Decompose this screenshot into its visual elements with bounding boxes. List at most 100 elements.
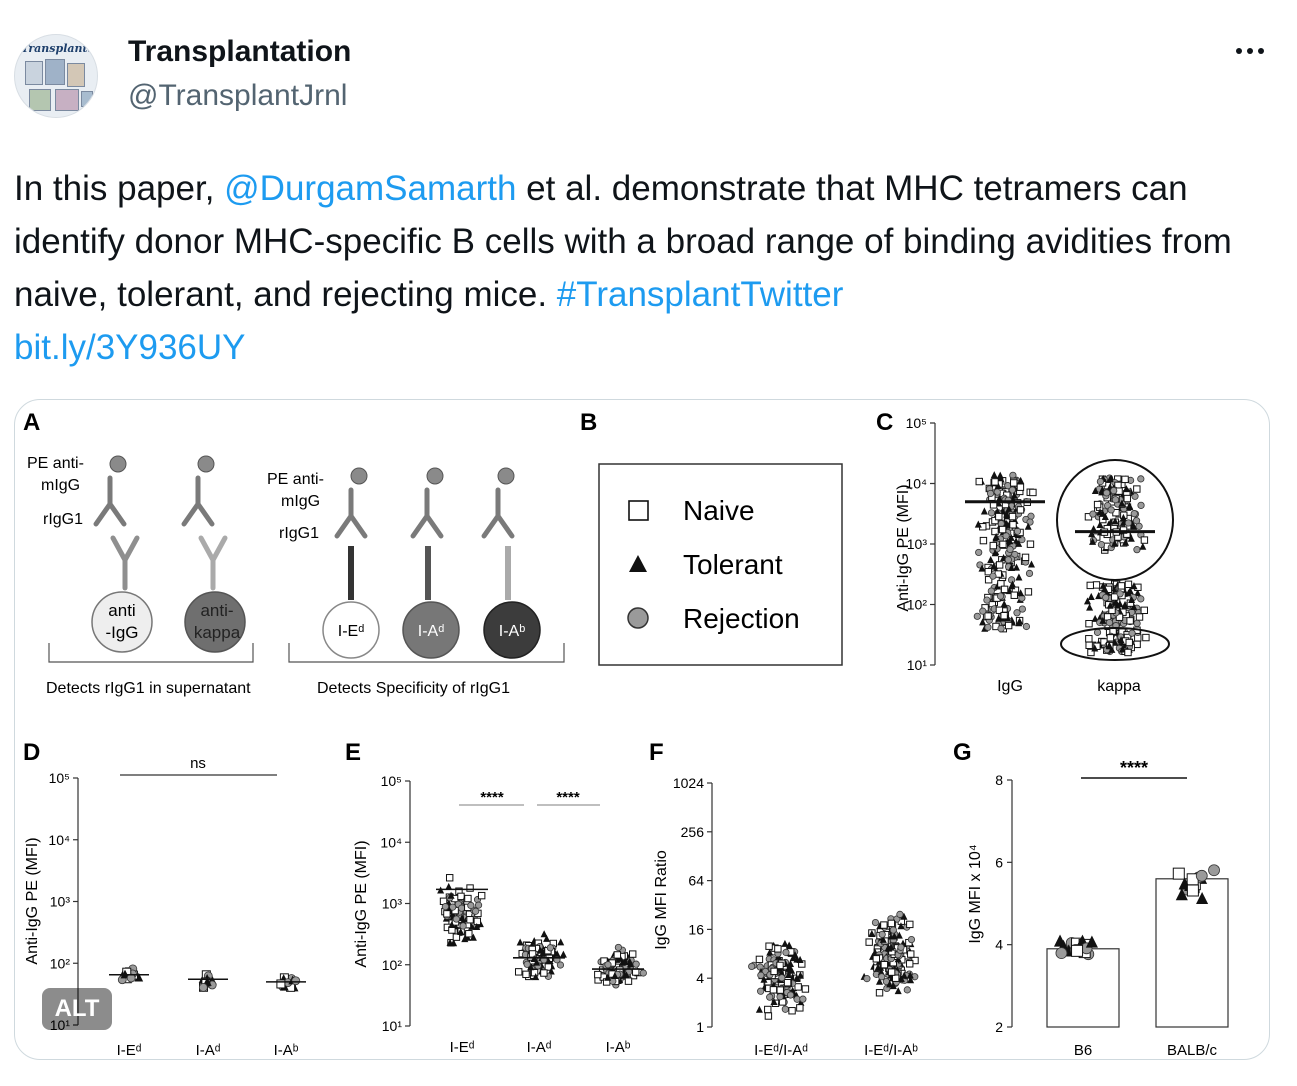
antibody-arm <box>495 513 515 539</box>
antibody-arm <box>107 501 127 527</box>
panel-e-ylabel: Anti-IgG PE (MFI) <box>353 840 370 967</box>
tolerant-point <box>1130 582 1138 590</box>
avatar[interactable]: Transplantation <box>14 34 98 118</box>
naive-point <box>1000 585 1009 594</box>
rejection-point <box>878 973 886 981</box>
tolerant-point <box>527 963 535 971</box>
rejection-point <box>973 612 981 620</box>
naive-point <box>466 916 474 924</box>
tolerant-point <box>1118 645 1126 653</box>
rejection-point <box>1137 501 1145 509</box>
naive-point <box>540 969 548 977</box>
tolerant-point <box>540 930 548 938</box>
rejection-point <box>472 907 480 915</box>
panel-d-xtick: I-Aᵇ <box>274 1042 299 1059</box>
naive-point <box>1008 512 1017 521</box>
naive-point <box>1029 488 1037 497</box>
tolerant-point <box>797 998 805 1006</box>
caption-right: Detects Specificity of rIgG1 <box>317 680 510 697</box>
tolerant-point <box>1116 600 1124 608</box>
tolerant-point <box>974 520 982 528</box>
bead-label: -IgG <box>105 623 138 642</box>
tolerant-point <box>894 987 902 995</box>
rejection-point <box>546 944 554 952</box>
rejection-point <box>878 930 886 939</box>
panel-b-label: B <box>580 409 597 436</box>
antibody-arm <box>481 513 501 539</box>
rejection-point <box>1128 629 1136 637</box>
naive-marker <box>628 500 649 521</box>
naive-point <box>865 938 873 946</box>
naive-point <box>443 910 451 918</box>
tolerant-point <box>786 965 794 973</box>
tolerant-point <box>450 939 458 947</box>
panel-g-sig: **** <box>1120 758 1148 778</box>
rejection-point <box>975 548 983 557</box>
naive-point <box>907 950 915 958</box>
hashtag-link[interactable]: #TransplantTwitter <box>556 275 844 314</box>
panel-f-xtick: I-Eᵈ/I-Aᵈ <box>754 1042 808 1059</box>
tolerant-point <box>1017 589 1025 597</box>
naive-point <box>995 606 1004 614</box>
naive-point <box>1125 638 1133 647</box>
tolerant-point <box>1108 645 1116 653</box>
naive-point <box>477 891 486 900</box>
naive-point <box>998 525 1007 534</box>
rejection-point <box>198 983 208 992</box>
tolerant-point <box>1000 600 1008 608</box>
rejection-point <box>1022 622 1031 631</box>
naive-point <box>880 921 888 929</box>
tolerant-point <box>1117 636 1125 644</box>
naive-point <box>979 536 988 545</box>
rejection-point <box>639 969 647 977</box>
naive-point <box>594 970 602 979</box>
rejection-point <box>632 960 640 968</box>
naive-point <box>872 955 881 963</box>
tolerant-point <box>461 935 469 943</box>
rejection-point <box>1137 595 1145 603</box>
rejection-point <box>1208 864 1220 877</box>
rejection-point <box>1105 619 1114 627</box>
rejection-marker <box>627 607 649 629</box>
alt-badge[interactable]: ALT <box>42 988 112 1030</box>
panel-d-axis: 10⁵ 10⁴ 10³ 10² 10¹ <box>48 770 79 1033</box>
display-name[interactable]: Transplantation <box>128 35 352 68</box>
panel-f-axis: 1024 256 64 16 4 1 <box>673 775 713 1035</box>
user-handle[interactable]: @TransplantJrnl <box>128 79 348 112</box>
tolerant-point <box>532 973 540 981</box>
tolerant-point <box>886 980 894 988</box>
url-link[interactable]: bit.ly/3Y936UY <box>14 328 246 367</box>
rejection-point <box>989 572 997 580</box>
naive-point <box>1092 581 1101 589</box>
tolerant-point <box>447 891 455 899</box>
tolerant-point <box>755 1005 763 1013</box>
tolerant-point <box>1127 534 1135 542</box>
tolerant-point <box>1083 597 1092 605</box>
y-tick-label: 10⁵ <box>906 415 927 431</box>
naive-point <box>880 960 889 969</box>
panel-c-axis: 10⁵ 10⁴ 10³ 10² 10¹ <box>905 415 936 673</box>
rejection-point <box>983 596 991 604</box>
rejection-point <box>556 961 565 969</box>
tolerant-point <box>1121 601 1129 609</box>
naive-point <box>1010 479 1018 487</box>
tolerant-point <box>1111 517 1119 525</box>
tweet-text-part: In this paper, <box>14 169 225 208</box>
naive-point <box>465 930 473 938</box>
more-options-icon[interactable] <box>1228 36 1272 66</box>
tweet-image[interactable]: A PE anti- mIgG rIgG1 PE anti- mIgG rIgG… <box>14 399 1270 1060</box>
rejection-point <box>1093 628 1102 636</box>
panel-c-points <box>965 471 1155 657</box>
naive-point <box>1085 641 1093 650</box>
y-tick-label: 10⁴ <box>48 832 70 848</box>
tolerant-point <box>987 555 995 564</box>
naive-point <box>995 561 1004 569</box>
bead-ied <box>322 601 380 659</box>
naive-point <box>783 979 792 987</box>
panel-g-points <box>1053 864 1220 961</box>
tolerant-point <box>786 959 795 967</box>
mention-link[interactable]: @DurgamSamarth <box>224 169 517 208</box>
naive-point <box>452 933 461 941</box>
bead-label: I-Aᵇ <box>499 623 525 640</box>
rejection-point <box>1055 947 1068 959</box>
